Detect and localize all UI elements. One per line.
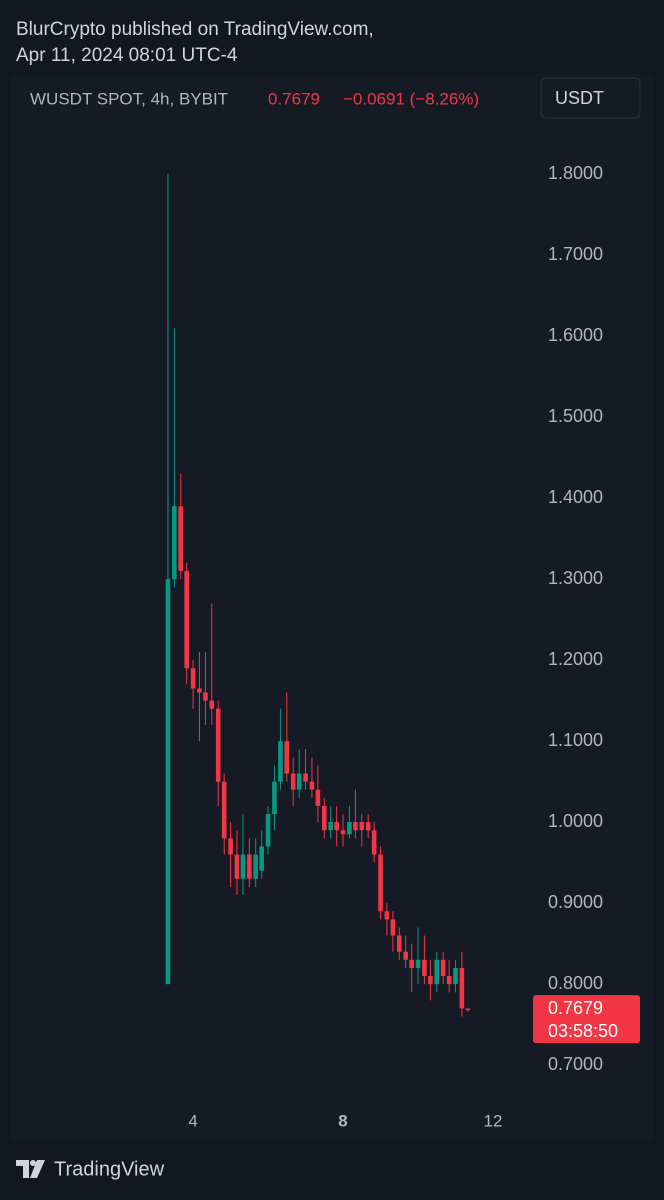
candle-body xyxy=(328,822,333,831)
y-tick-label: 0.8000 xyxy=(548,973,603,993)
candle-body xyxy=(453,967,458,985)
candle-body xyxy=(390,919,396,936)
y-tick-label: 0.7000 xyxy=(548,1054,603,1074)
candle-body xyxy=(284,741,290,774)
candle-body xyxy=(172,506,177,580)
candle-body xyxy=(428,976,433,985)
symbol: WUSDT SPOT, 4h, BYBIT xyxy=(30,89,228,108)
candle-body xyxy=(240,854,246,879)
x-tick-label: 12 xyxy=(484,1111,503,1130)
y-tick-label: 0.9000 xyxy=(548,892,603,912)
currency[interactable]: USDT xyxy=(555,88,604,108)
candle-body xyxy=(184,570,190,669)
candle-body xyxy=(422,959,427,977)
candle-body xyxy=(340,830,346,835)
last-price-box xyxy=(533,995,640,1044)
candle-body xyxy=(459,967,465,1009)
x-tick-label: 8 xyxy=(338,1111,347,1130)
header-price: 0.7679 xyxy=(268,89,320,108)
candle-body xyxy=(309,781,315,790)
candle-body xyxy=(347,822,352,835)
candle-body xyxy=(190,668,196,689)
brand: TradingView xyxy=(54,1158,165,1180)
price-change: −0.0691 (−8.26%) xyxy=(343,89,479,108)
y-tick-label: 1.5000 xyxy=(548,406,603,426)
y-tick-label: 1.3000 xyxy=(548,568,603,588)
candle-body xyxy=(290,773,296,790)
candle-body xyxy=(265,814,271,847)
y-tick-label: 1.7000 xyxy=(548,244,603,264)
candle-body xyxy=(203,692,208,701)
publisher: BlurCrypto published on TradingView.com, xyxy=(16,19,374,40)
candle-body xyxy=(415,959,421,968)
x-tick-label: 4 xyxy=(188,1111,197,1130)
candle-body xyxy=(378,854,383,912)
chart-panel xyxy=(10,74,654,1142)
candle-body xyxy=(359,822,365,831)
candle-body xyxy=(409,959,414,968)
candle-body xyxy=(440,959,446,977)
candle-body xyxy=(365,822,371,831)
candle-body xyxy=(334,822,339,831)
countdown: 03:58:50 xyxy=(548,1021,618,1041)
candle-body xyxy=(278,741,283,782)
candle-body xyxy=(165,579,171,985)
candle-body xyxy=(303,773,308,782)
candle-body xyxy=(215,708,221,782)
candle-body xyxy=(221,781,227,839)
candle-body xyxy=(446,976,452,985)
candle-body xyxy=(234,854,240,879)
candle-body xyxy=(315,789,321,806)
candle-body xyxy=(384,911,390,920)
candle-body xyxy=(321,805,327,831)
candle-body xyxy=(371,830,377,855)
currency-button[interactable] xyxy=(540,77,641,119)
y-tick-label: 1.8000 xyxy=(548,163,603,183)
y-tick-label: 1.6000 xyxy=(548,325,603,345)
publish-date: Apr 11, 2024 08:01 UTC-4 xyxy=(16,45,238,66)
y-tick-label: 1.4000 xyxy=(548,487,603,507)
candle-body xyxy=(465,1008,471,1011)
candle-body xyxy=(228,838,233,855)
candle-body xyxy=(178,506,184,571)
candle-body xyxy=(403,951,408,960)
y-tick-label: 1.1000 xyxy=(548,730,603,750)
candle-body xyxy=(209,700,215,709)
candle-body xyxy=(259,846,264,871)
y-tick-label: 1.0000 xyxy=(548,811,603,831)
candle-body xyxy=(434,959,440,985)
candle-body xyxy=(296,773,302,790)
candle-body xyxy=(197,688,202,693)
candle-body xyxy=(272,781,277,815)
y-tick-label: 1.2000 xyxy=(548,649,603,669)
candle-body xyxy=(396,935,402,952)
logo xyxy=(16,1160,45,1178)
candle-body xyxy=(253,854,258,879)
candle-body xyxy=(247,854,252,879)
last-price-label: 0.7679 xyxy=(548,998,603,1018)
candle-body xyxy=(353,822,358,831)
